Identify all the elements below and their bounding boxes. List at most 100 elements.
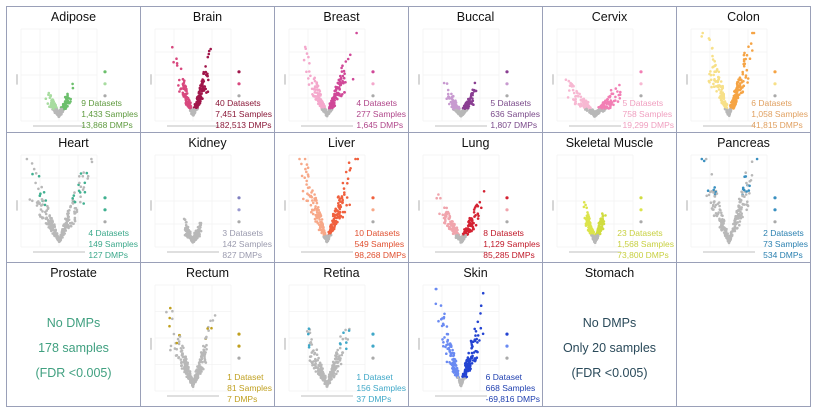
note-line: 178 samples (38, 341, 109, 355)
data-point (49, 94, 52, 97)
legend-marker (237, 220, 241, 224)
sample-count: 156 Samples (356, 383, 406, 393)
data-point (331, 366, 334, 369)
data-point (335, 86, 338, 89)
data-point (715, 214, 718, 217)
data-point (600, 220, 604, 224)
data-point (66, 104, 69, 108)
data-point (600, 107, 604, 110)
data-point (66, 92, 69, 96)
data-point (193, 103, 197, 106)
panel-stats: 23 Datasets 1,568 Samples 73,800 DMPs (617, 228, 674, 261)
data-point (337, 364, 340, 368)
data-point (176, 337, 180, 341)
data-point (339, 74, 342, 78)
dataset-count: 2 Datasets (763, 228, 804, 238)
data-point (323, 235, 327, 238)
data-point (450, 95, 454, 99)
data-point (315, 217, 319, 220)
data-point (187, 375, 190, 378)
data-point (448, 344, 452, 347)
data-point (478, 339, 481, 342)
data-point (183, 79, 186, 82)
volcano-plot (418, 154, 509, 253)
volcano-plot (16, 28, 107, 127)
data-point (169, 306, 172, 310)
data-point (471, 225, 475, 229)
data-point (60, 229, 64, 233)
data-point (744, 74, 748, 77)
data-point (449, 100, 453, 104)
data-point (55, 235, 59, 238)
data-point (721, 214, 724, 218)
panel-brain: Brain 40 Datasets 7,451 Samples 182,513 DMP… (141, 7, 275, 133)
data-point (335, 372, 338, 376)
dataset-count: 9 Datasets (81, 98, 122, 108)
data-point (317, 88, 321, 92)
data-point (344, 328, 347, 332)
data-point (303, 45, 307, 49)
panel-breast: Breast 4 Datasets 277 Samples 1,645 DMPs (275, 7, 409, 133)
panel-title: Adipose (50, 10, 97, 24)
data-point (727, 240, 730, 243)
data-point (331, 101, 334, 104)
data-point (344, 337, 348, 340)
data-point (706, 189, 710, 192)
sample-count: 1,058 Samples (751, 109, 808, 119)
data-point (168, 316, 171, 320)
data-point (335, 351, 338, 355)
data-point (188, 105, 191, 109)
data-point (748, 184, 751, 188)
data-point (316, 359, 319, 362)
data-point (716, 84, 720, 87)
data-point (717, 88, 721, 91)
data-point (719, 98, 723, 102)
data-point (588, 109, 592, 112)
data-point (439, 304, 443, 307)
data-point (460, 381, 464, 385)
data-point (198, 369, 201, 373)
data-point (316, 93, 320, 96)
data-point (572, 91, 576, 95)
data-point (336, 196, 340, 199)
data-point (340, 196, 344, 200)
data-point (337, 78, 341, 82)
data-point (320, 228, 323, 232)
data-point (312, 201, 315, 205)
data-point (314, 370, 318, 373)
data-point (203, 354, 206, 358)
data-point (590, 227, 594, 231)
data-point (604, 214, 607, 217)
data-point (612, 103, 615, 107)
data-point (46, 206, 50, 210)
data-point (40, 204, 43, 207)
dataset-count: 23 Datasets (617, 228, 663, 238)
data-point (313, 79, 317, 83)
data-point (310, 210, 313, 214)
data-point (571, 88, 575, 92)
data-point (305, 163, 309, 166)
data-point (733, 99, 736, 103)
data-point (341, 74, 345, 78)
data-point (591, 108, 594, 111)
volcano-plot (16, 154, 107, 253)
data-point (742, 80, 745, 83)
data-point (737, 212, 741, 216)
data-point (585, 206, 588, 210)
panel-stats: 5 Datasets 636 Samples 1,807 DMPs (490, 98, 540, 131)
panel-stats: 8 Datasets 1,129 Samples 85,285 DMPs (483, 228, 540, 261)
data-point (588, 221, 591, 225)
data-point (570, 82, 573, 86)
data-point (435, 196, 438, 200)
data-point (307, 344, 311, 347)
dataset-count: 5 Datasets (622, 98, 664, 108)
data-point (718, 219, 722, 223)
dmp-count: 1,807 DMPs (490, 120, 538, 130)
data-point (320, 371, 324, 375)
dmp-count: 37 DMPs (356, 394, 392, 404)
data-point (718, 96, 721, 99)
data-point (704, 157, 708, 161)
data-point (314, 360, 317, 363)
legend-marker (237, 94, 241, 98)
data-point (735, 217, 738, 220)
